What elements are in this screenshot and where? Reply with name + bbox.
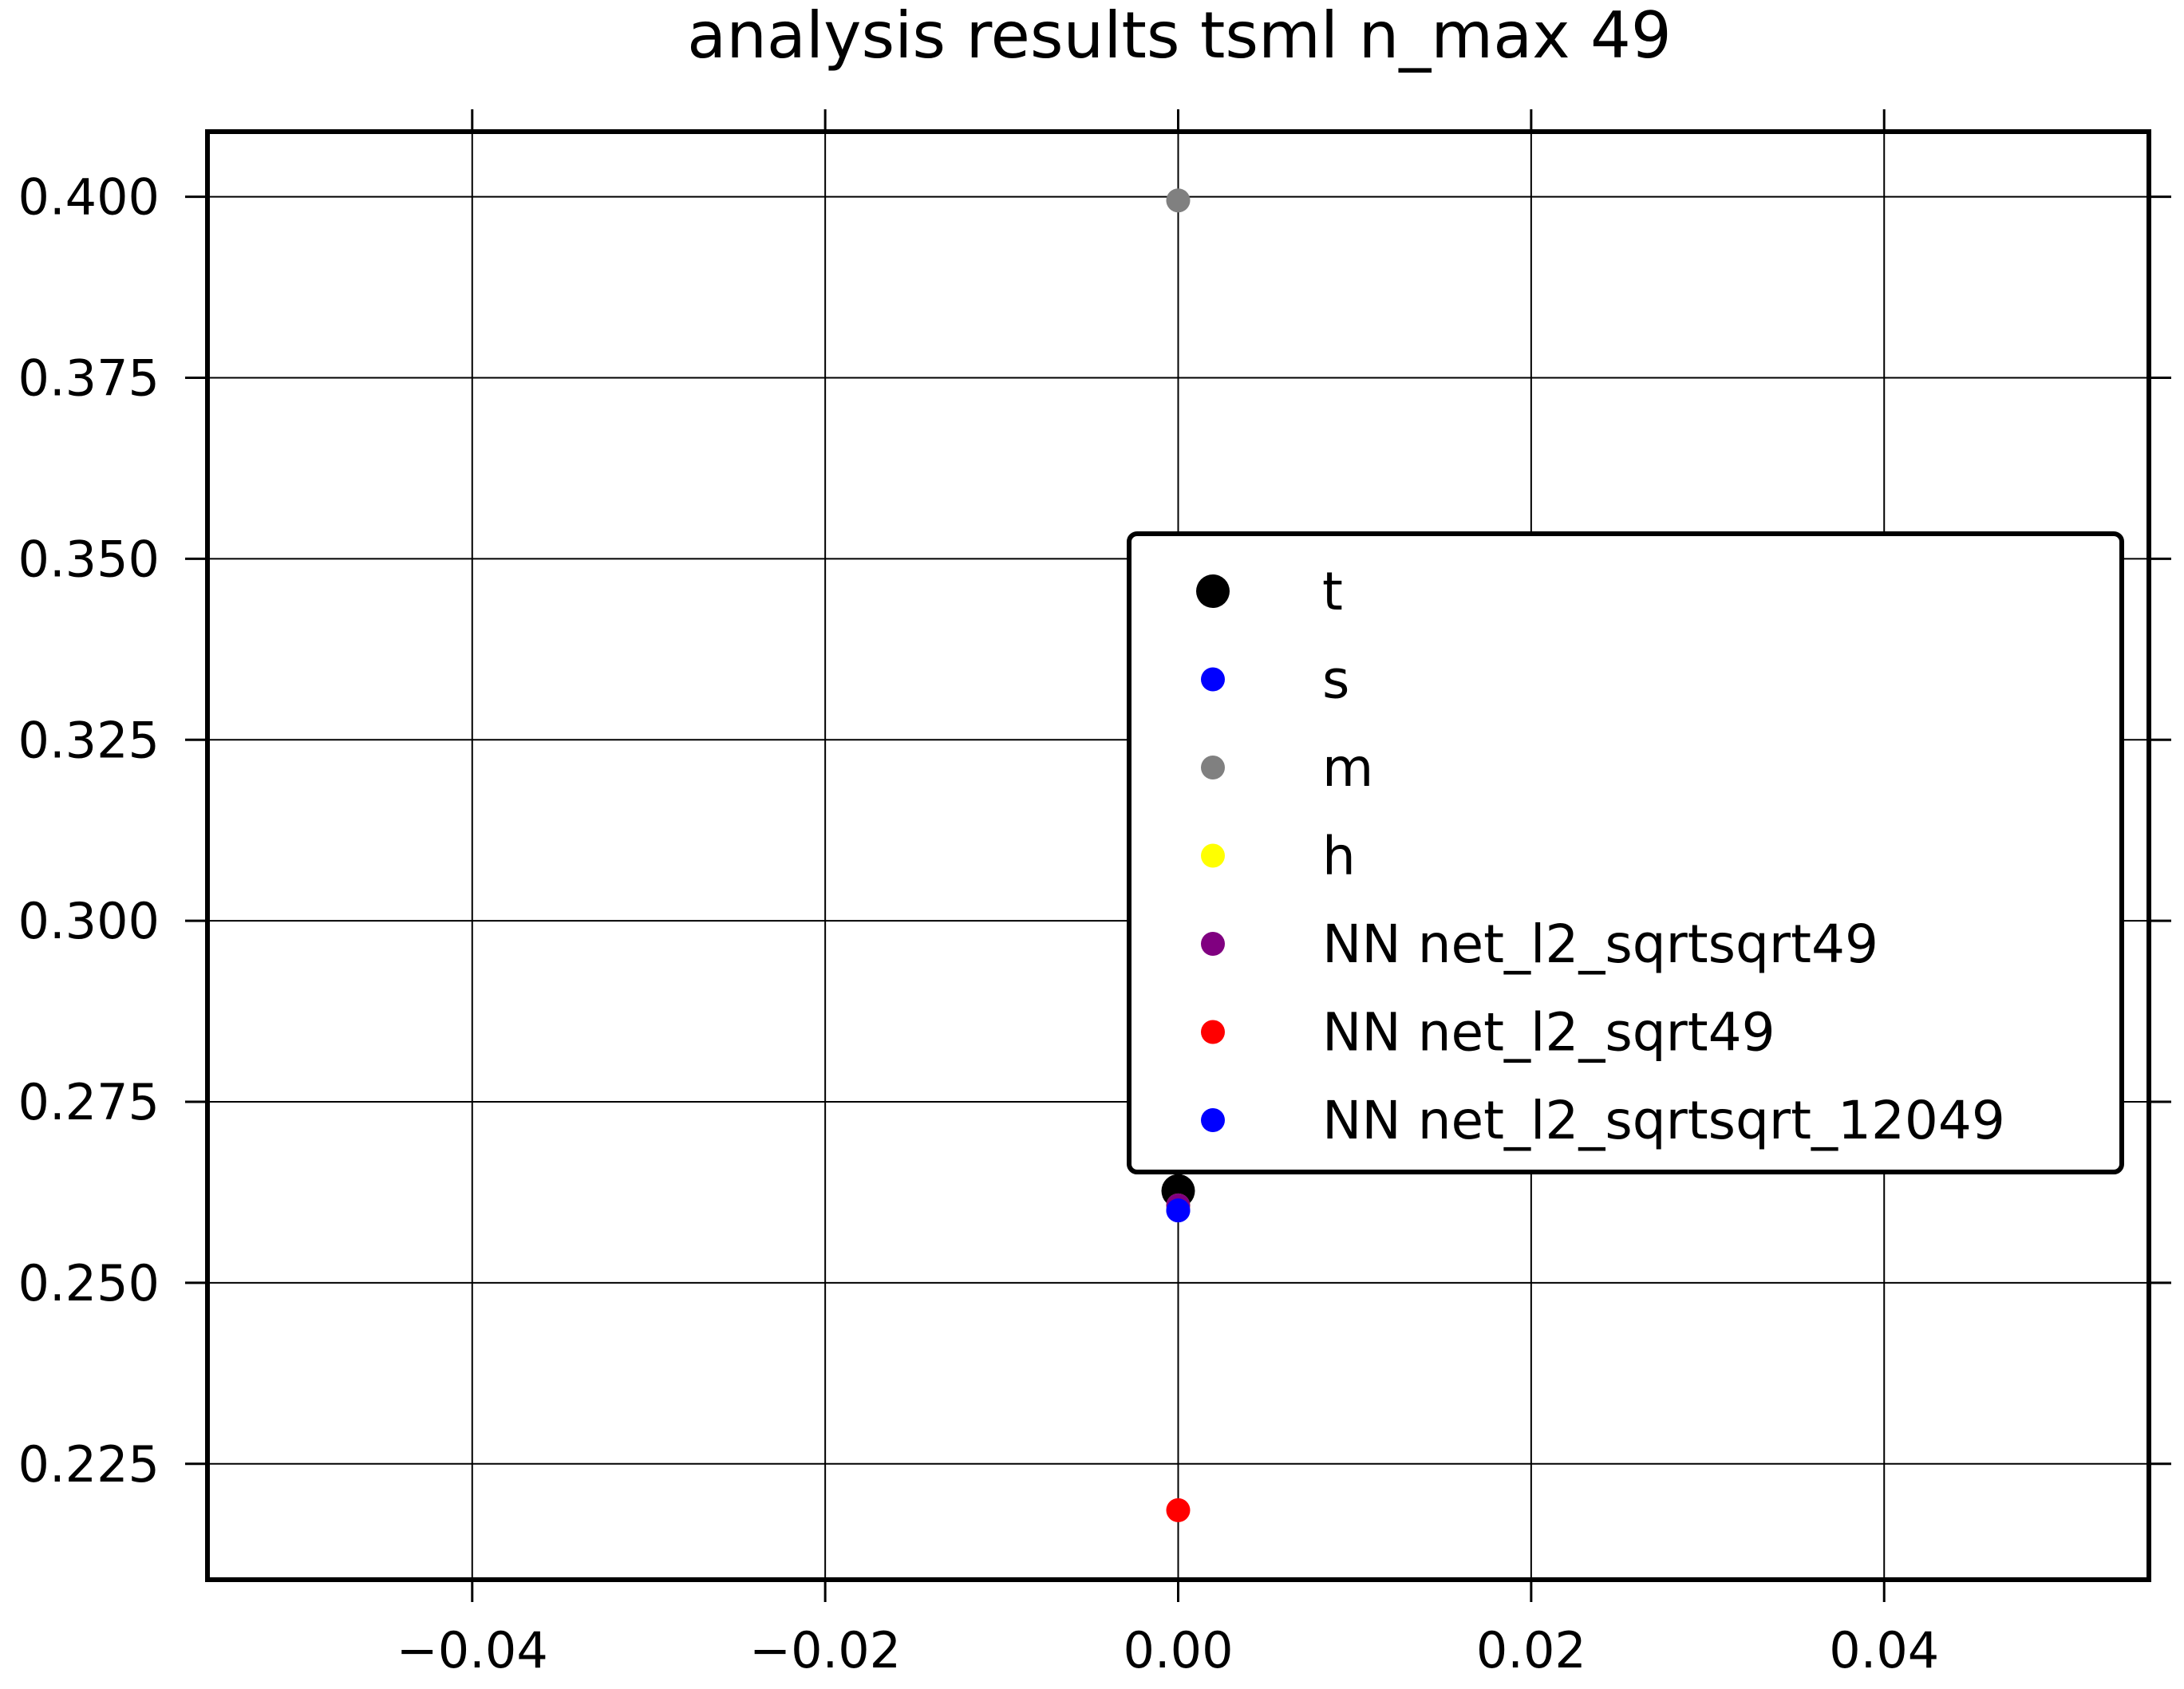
legend-label: NN net_l2_sqrt49 [1322,1002,1775,1064]
legend-label: s [1322,649,1349,711]
x-tick-label: 0.00 [1123,1621,1233,1679]
legend-marker-3 [1201,843,1225,868]
data-points [1161,188,1195,1522]
legend-box [1127,531,2124,1174]
data-point-series-2 [1166,188,1191,213]
data-point-series-5 [1166,1498,1191,1522]
y-tick-label: 0.275 [18,1073,160,1131]
data-point-series-6 [1166,1198,1191,1223]
y-tick-label: 0.350 [18,530,160,588]
x-tick-label: −0.04 [397,1621,548,1679]
y-tick-label: 0.375 [18,349,160,408]
legend-marker-5 [1201,1020,1225,1044]
y-tick-label: 0.300 [18,892,160,950]
legend-label: t [1322,561,1343,622]
y-tick-label: 0.325 [18,711,160,769]
legend-marker-0 [1196,574,1230,608]
x-tick-label: −0.02 [749,1621,901,1679]
legend-label: NN net_l2_sqrtsqrt_12049 [1322,1090,2005,1151]
axis-ticks: −0.04 −0.02 0.00 0.02 0.04 0.225 0.250 0.275 0.3… [18,109,2171,1679]
legend-label: h [1322,826,1356,887]
y-tick-label: 0.250 [18,1254,160,1312]
legend-label: NN net_l2_sqrtsqrt49 [1322,914,1878,975]
legend-marker-2 [1201,756,1225,779]
legend-marker-6 [1201,1108,1225,1132]
legend-label: m [1322,737,1373,799]
chart-title: analysis results tsml n_max 49 [687,0,1672,73]
x-tick-label: 0.04 [1829,1621,1939,1679]
x-tick-label: 0.02 [1476,1621,1586,1679]
legend-marker-4 [1201,932,1225,956]
y-tick-label: 0.400 [18,168,160,227]
y-tick-label: 0.225 [18,1435,160,1494]
plot-frame [205,129,2151,1582]
legend-marker-1 [1201,667,1225,692]
